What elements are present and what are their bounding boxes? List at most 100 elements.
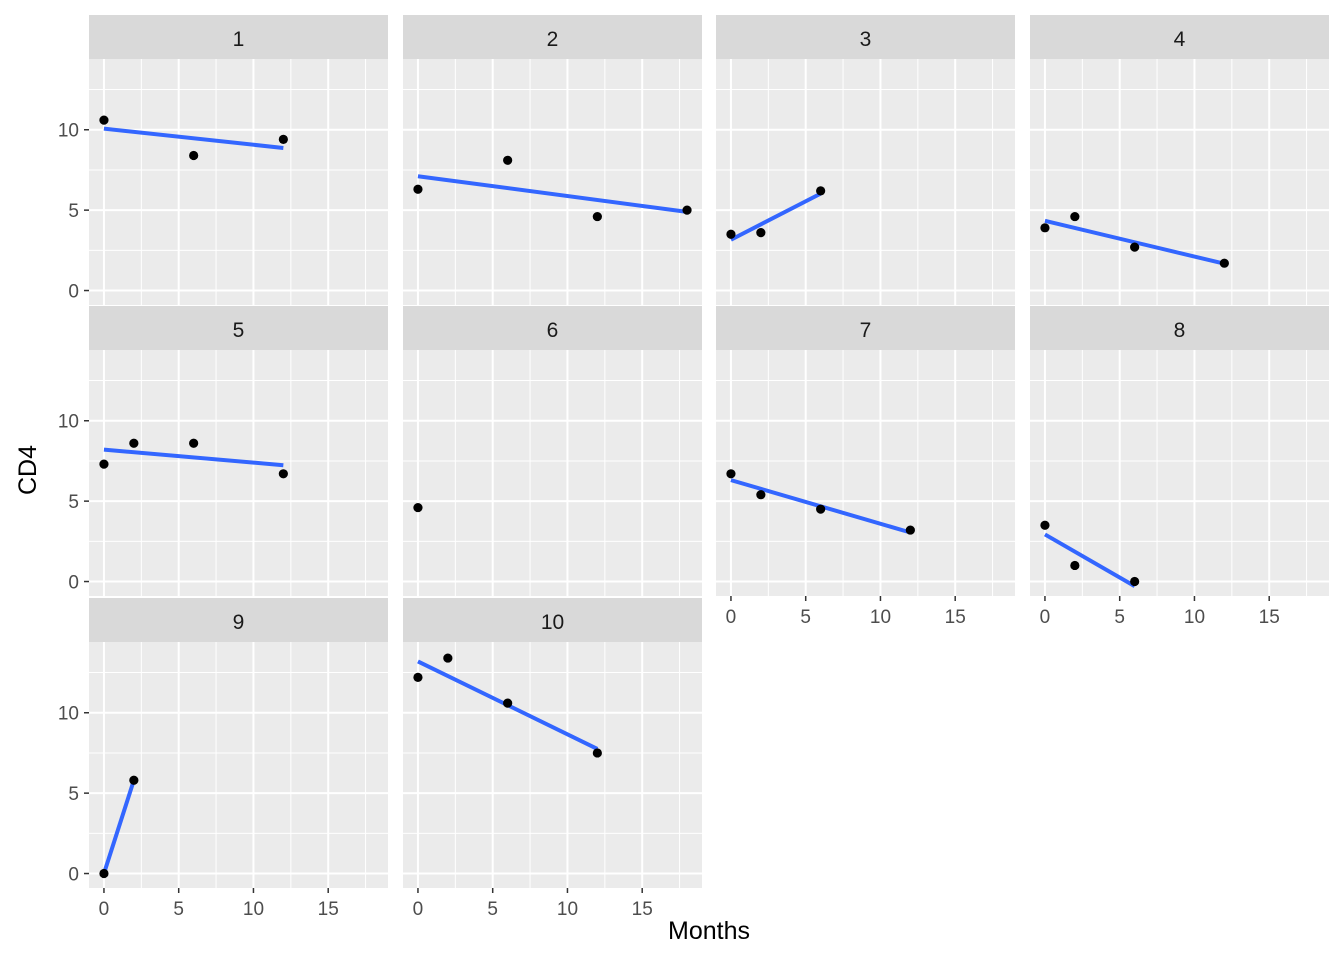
x-tick-label: 5 [487,899,498,920]
facet-strip-label: 7 [860,319,872,342]
facet-strip-label: 8 [1174,319,1186,342]
data-point [1040,223,1050,233]
x-tick-label: 0 [413,899,424,920]
facet-panel-2: 2 [403,15,702,305]
facet-strip-label: 5 [233,319,245,342]
facet-strip [89,306,388,350]
panel-background [1030,350,1329,596]
facet-strip [1030,15,1329,59]
data-point [905,525,915,535]
y-tick-label: 5 [68,201,79,222]
data-point [726,229,736,239]
data-point [816,504,826,514]
facet-panel-5: 5 0 5 10 [58,306,388,596]
fit-line [102,779,136,875]
data-point [1219,258,1229,268]
x-tick-label: 5 [800,607,811,628]
facet-strip [89,598,388,642]
x-tick-label: 5 [1114,607,1125,628]
data-point [1130,576,1140,587]
facet-strip-label: 6 [547,319,559,342]
data-point [1040,520,1050,530]
facet-panel-7: 7 0 5 10 15 [716,306,1015,628]
x-axis-label: Months [668,917,750,945]
data-point [189,150,199,161]
data-point [756,490,766,500]
fit-line [103,126,284,150]
panel-background [716,350,1015,596]
y-axis-label: CD4 [14,445,42,495]
data-point [99,459,109,469]
data-point [756,228,766,238]
data-point [816,186,826,196]
data-point [278,469,288,479]
facet-strip-label: 4 [1174,28,1186,51]
x-tick-label: 15 [632,899,653,920]
x-tick-label: 0 [1040,607,1051,628]
x-tick-label: 15 [318,899,339,920]
data-point [726,469,736,479]
panel-background [716,59,1015,305]
facet-strip [1030,306,1329,350]
data-point [189,438,199,448]
data-point [99,868,109,879]
x-tick-label: 10 [870,607,891,628]
panel-background [89,350,388,596]
data-point [1070,560,1080,571]
data-point [443,653,453,663]
data-point [1070,211,1080,222]
data-point [413,184,423,194]
data-point [129,775,139,785]
fit-line [730,191,822,242]
x-tick-label: 0 [726,607,737,628]
y-tick-label: 0 [68,865,79,886]
data-point [503,155,513,165]
data-point [99,115,109,125]
y-tick-label: 10 [58,412,79,433]
facet-strip [403,306,702,350]
panel-background [403,350,702,596]
y-tick-label: 10 [58,704,79,725]
x-tick-label: 5 [173,899,184,920]
x-tick-label: 0 [99,899,110,920]
y-tick-label: 5 [68,784,79,805]
x-tick-label: 15 [1259,607,1280,628]
facet-strip-label: 10 [541,611,564,634]
data-point [278,134,288,144]
facet-panel-10: 10 0 5 10 15 [403,598,702,920]
data-point [503,698,513,708]
facet-strip-label: 2 [547,28,559,51]
fit-line [1044,218,1225,266]
facet-panel-8: 8 0 5 10 15 [1030,306,1329,628]
x-tick-label: 15 [945,607,966,628]
panel-background [89,642,388,888]
fit-line [103,447,284,468]
facet-panel-9: 9 0 5 10 0 5 10 15 [58,598,388,920]
facet-strip-label: 3 [860,28,872,51]
facet-panel-4: 4 [1030,15,1329,305]
facet-strip [403,598,702,642]
data-point [592,211,602,222]
facet-strip [89,15,388,59]
x-tick-label: 10 [1184,607,1205,628]
facet-strip-label: 9 [233,611,245,634]
data-point [413,502,423,513]
facet-strip [716,15,1015,59]
data-point [413,672,423,682]
panel-background [89,59,388,305]
fit-line [417,174,688,214]
data-point [1130,242,1140,252]
x-tick-label: 10 [557,899,578,920]
panel-background [1030,59,1329,305]
y-tick-label: 10 [58,121,79,142]
facet-strip [403,15,702,59]
data-point [129,438,139,448]
facet-strip [716,306,1015,350]
data-point [592,748,602,758]
facet-panel-6: 6 [403,306,702,596]
y-tick-label: 0 [68,573,79,594]
y-tick-label: 0 [68,282,79,303]
